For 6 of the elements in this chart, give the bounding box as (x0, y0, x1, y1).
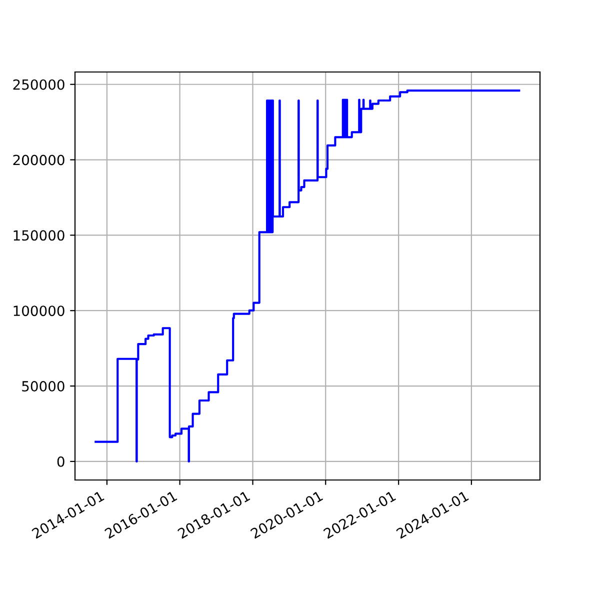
y-tick-label: 100000 (14, 306, 64, 316)
y-tick-label: 0 (57, 456, 64, 467)
y-tick-label: 200000 (13, 154, 64, 166)
y-tick-label: 50000 (22, 381, 64, 392)
y-tick-label: 250000 (13, 79, 64, 90)
y-tick-label: 150000 (14, 230, 64, 241)
